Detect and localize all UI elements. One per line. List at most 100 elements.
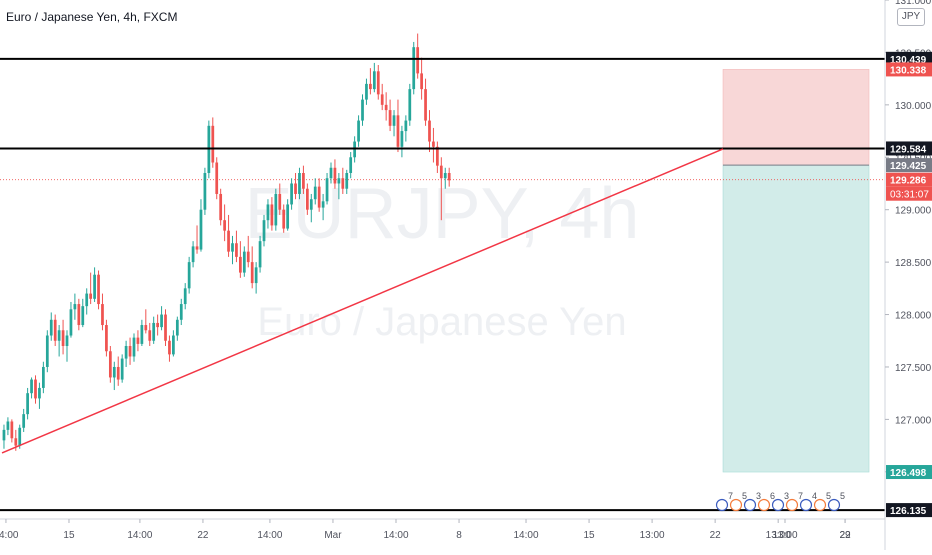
time-tick-label: 13:00 <box>772 530 797 541</box>
candle-body <box>388 110 392 126</box>
candle-body <box>10 421 14 439</box>
event-marker-count: 6 <box>770 491 775 501</box>
candle-body <box>400 131 404 147</box>
time-tick-label: 14:00 <box>257 530 282 541</box>
time-tick-label: 13:00 <box>640 530 665 541</box>
watermark-name: Euro / Japanese Yen <box>257 300 626 344</box>
candle-body <box>85 293 89 307</box>
event-marker-count: 3 <box>784 491 789 501</box>
candle-body <box>2 429 6 441</box>
time-tick-label: 15 <box>583 530 595 541</box>
event-marker-count: 3 <box>756 491 761 501</box>
price-label: 129.425 <box>890 161 927 172</box>
candle-body <box>372 71 376 90</box>
candle-body <box>215 162 219 194</box>
candle-body <box>77 304 81 326</box>
candle-body <box>140 325 144 344</box>
candle-body <box>195 246 199 250</box>
candle-body <box>298 173 301 194</box>
candle-body <box>93 274 96 299</box>
candle-body <box>89 293 93 299</box>
candle-body <box>447 173 451 181</box>
candle-body <box>152 322 156 341</box>
candle-body <box>18 427 22 446</box>
candle-body <box>53 319 57 341</box>
candle-body <box>199 209 203 250</box>
event-marker-count: 5 <box>840 491 845 501</box>
candle-body <box>108 351 112 378</box>
candle-body <box>65 335 69 346</box>
candle-body <box>258 241 262 268</box>
candle-body <box>148 330 152 341</box>
time-tick-label: 22 <box>197 530 209 541</box>
candle-body <box>432 141 435 147</box>
countdown-box <box>886 186 932 201</box>
chart-title: Euro / Japanese Yen, 4h, FXCM <box>6 10 178 24</box>
candle-body <box>376 71 380 95</box>
currency-badge[interactable]: JPY <box>897 8 925 26</box>
candle-body <box>172 335 175 355</box>
candle-body <box>61 330 65 346</box>
candle-body <box>45 335 49 367</box>
time-tick-label: 14:00 <box>383 530 408 541</box>
candle-body <box>294 183 297 194</box>
candle-body <box>313 186 317 200</box>
candle-body <box>231 243 234 252</box>
candle-body <box>69 309 73 336</box>
candle-body <box>317 186 321 208</box>
candle-body <box>242 251 246 273</box>
event-marker-count: 4 <box>812 491 817 501</box>
event-marker <box>715 498 729 512</box>
price-tick-label: 130.000 <box>895 101 932 112</box>
candle-body <box>250 262 254 284</box>
candle-body <box>14 438 18 446</box>
candle-body <box>235 243 238 257</box>
watermark-symbol: EURJPY, 4h <box>245 174 640 254</box>
candle-body <box>30 379 33 394</box>
event-marker <box>771 498 785 512</box>
candle-body <box>325 178 329 202</box>
candle-body <box>49 319 53 336</box>
candle-body <box>321 201 325 208</box>
candle-body <box>6 421 10 430</box>
event-marker <box>827 498 841 512</box>
countdown-label: 03:31:07 <box>890 190 929 201</box>
candle-body <box>424 89 427 121</box>
price-tick-label: 128.500 <box>895 258 932 269</box>
candle-body <box>246 251 250 263</box>
price-tick-label: 127.500 <box>895 363 932 374</box>
event-marker <box>743 498 757 512</box>
candle-body <box>219 193 223 221</box>
candle-body <box>128 346 132 357</box>
candle-body <box>112 366 116 378</box>
candle-body <box>42 366 45 388</box>
candle-body <box>227 230 230 252</box>
event-marker-count: 5 <box>826 491 831 501</box>
price-label-box <box>886 172 932 187</box>
candle-body <box>404 120 408 132</box>
candle-body <box>132 337 136 357</box>
candle-body <box>337 178 341 184</box>
time-tick-label: Mar <box>324 530 342 541</box>
candle-body <box>305 188 309 210</box>
trendline <box>1 148 724 454</box>
candle-body <box>369 83 372 90</box>
candle-body <box>349 157 353 173</box>
candle-body <box>416 47 420 74</box>
candle-body <box>380 94 384 105</box>
candle-body <box>302 173 305 189</box>
time-tick-label: 15 <box>63 530 75 541</box>
candle-body <box>38 387 41 399</box>
price-label-box <box>886 465 932 480</box>
take-profit-zone <box>722 164 870 473</box>
event-marker <box>785 498 799 512</box>
candle-body <box>144 325 148 331</box>
candle-body <box>239 256 242 273</box>
candle-body <box>179 304 183 320</box>
candle-body <box>168 340 171 355</box>
candle-body <box>290 183 293 205</box>
candle-body <box>428 120 431 142</box>
candle-body <box>361 99 364 121</box>
candle-body <box>156 322 159 328</box>
